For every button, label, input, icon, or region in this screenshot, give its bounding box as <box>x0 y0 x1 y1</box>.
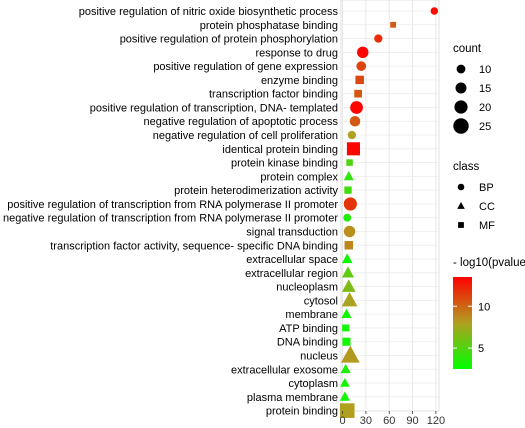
y-tick-label: positive regulation of gene expression <box>153 61 338 73</box>
y-tick-label: positive regulation of transcription, DN… <box>90 102 338 114</box>
data-point <box>354 89 362 98</box>
x-tick-label: 90 <box>406 415 418 427</box>
data-point <box>346 159 353 166</box>
y-tick-label: protein heterodimerization activity <box>174 185 338 197</box>
data-point <box>344 241 354 250</box>
y-tick-label: nucleus <box>300 351 338 363</box>
y-tick-label: DNA binding <box>277 337 338 349</box>
data-point <box>343 225 356 238</box>
legend-class-symbol <box>458 222 464 228</box>
y-tick-label: protein binding <box>266 406 338 418</box>
legend-count-label: 25 <box>479 121 491 133</box>
y-tick-label: extracellular region <box>245 268 338 280</box>
y-tick-label: transcription factor binding <box>209 89 338 101</box>
legend-count-label: 15 <box>479 83 491 95</box>
y-tick-label: signal transduction <box>246 226 338 238</box>
data-point <box>350 101 363 114</box>
data-point <box>355 75 364 85</box>
legend-count-label: 20 <box>479 102 491 114</box>
data-point <box>341 253 353 264</box>
legend-colorbar <box>453 277 472 369</box>
y-tick-label: plasma membrane <box>247 392 338 404</box>
data-point <box>390 21 396 28</box>
legend-count-symbol <box>453 118 469 134</box>
y-tick-label: protein complex <box>260 171 338 183</box>
data-point <box>341 292 358 307</box>
data-point <box>340 345 360 363</box>
legend-class-symbol <box>457 183 465 191</box>
data-point <box>374 34 383 43</box>
data-point <box>343 171 354 181</box>
y-tick-label: ATP binding <box>279 323 338 335</box>
legend-count-symbol <box>454 100 468 114</box>
legend-count-symbol <box>456 64 466 74</box>
grid <box>341 0 439 412</box>
y-tick-label: cytoplasm <box>288 378 338 390</box>
data-point <box>339 391 350 401</box>
y-tick-label: enzyme binding <box>261 75 338 87</box>
data-point <box>342 324 350 332</box>
legend-count-title: count <box>453 43 482 55</box>
data-point <box>347 130 357 140</box>
y-tick-label: identical protein binding <box>222 144 338 156</box>
legend-count-label: 10 <box>479 64 491 76</box>
data-point <box>340 363 351 374</box>
y-tick-label: negative regulation of apoptotic process <box>144 116 339 128</box>
y-tick-label: protein kinase binding <box>231 158 338 170</box>
x-tick-label: 30 <box>360 415 372 427</box>
y-tick-label: extracellular exosome <box>231 364 338 376</box>
legend-class-title: class <box>453 161 479 173</box>
data-point <box>342 337 351 346</box>
data-point <box>343 197 357 211</box>
data-point <box>341 308 352 319</box>
legend-colorbar-label: 5 <box>478 343 484 355</box>
y-tick-label: negative regulation of transcription fro… <box>3 213 338 225</box>
y-tick-label: negative regulation of cell proliferatio… <box>153 130 338 142</box>
data-point <box>340 377 350 387</box>
legend-class-label: BP <box>479 182 494 194</box>
y-tick-label: extracellular space <box>246 254 338 266</box>
data-point <box>344 186 352 194</box>
legend-count: count 10 15 20 25 <box>453 43 491 134</box>
data-point <box>430 7 439 15</box>
y-tick-label: transcription factor activity, sequence-… <box>50 240 338 252</box>
legend-count-symbol <box>455 82 467 94</box>
y-tick-label: nucleoplasm <box>276 282 338 294</box>
data-point <box>341 279 356 292</box>
legend-class-symbol <box>457 201 465 209</box>
data-point <box>356 61 367 71</box>
y-tick-label: membrane <box>285 309 338 321</box>
y-tick-label: positive regulation of transcription fro… <box>7 199 338 211</box>
data-point <box>346 142 360 156</box>
y-tick-label: positive regulation of protein phosphory… <box>120 34 338 46</box>
x-tick-label: 120 <box>427 415 445 427</box>
y-axis-labels: positive regulation of nitric oxide bios… <box>3 6 339 418</box>
y-tick-label: response to drug <box>255 47 338 59</box>
data-point <box>343 213 352 222</box>
data-points <box>339 7 439 418</box>
legend-color: - log10(pvalue) 5 10 <box>453 257 525 369</box>
data-point <box>357 46 369 59</box>
data-point <box>349 115 361 127</box>
legend-class-label: MF <box>479 220 495 232</box>
y-tick-label: positive regulation of nitric oxide bios… <box>79 6 339 18</box>
y-tick-label: protein phosphatase binding <box>200 20 338 32</box>
legend-class-label: CC <box>479 201 495 213</box>
x-tick-label: 60 <box>383 415 395 427</box>
legend-colorbar-label: 10 <box>478 301 490 313</box>
legend-color-title: - log10(pvalue) <box>453 257 525 269</box>
data-point <box>341 266 355 278</box>
x-axis: 0 30 60 90 120 <box>339 411 445 427</box>
x-tick-label: 0 <box>339 415 345 427</box>
data-point <box>339 403 355 418</box>
y-tick-label: cytosol <box>304 295 338 307</box>
